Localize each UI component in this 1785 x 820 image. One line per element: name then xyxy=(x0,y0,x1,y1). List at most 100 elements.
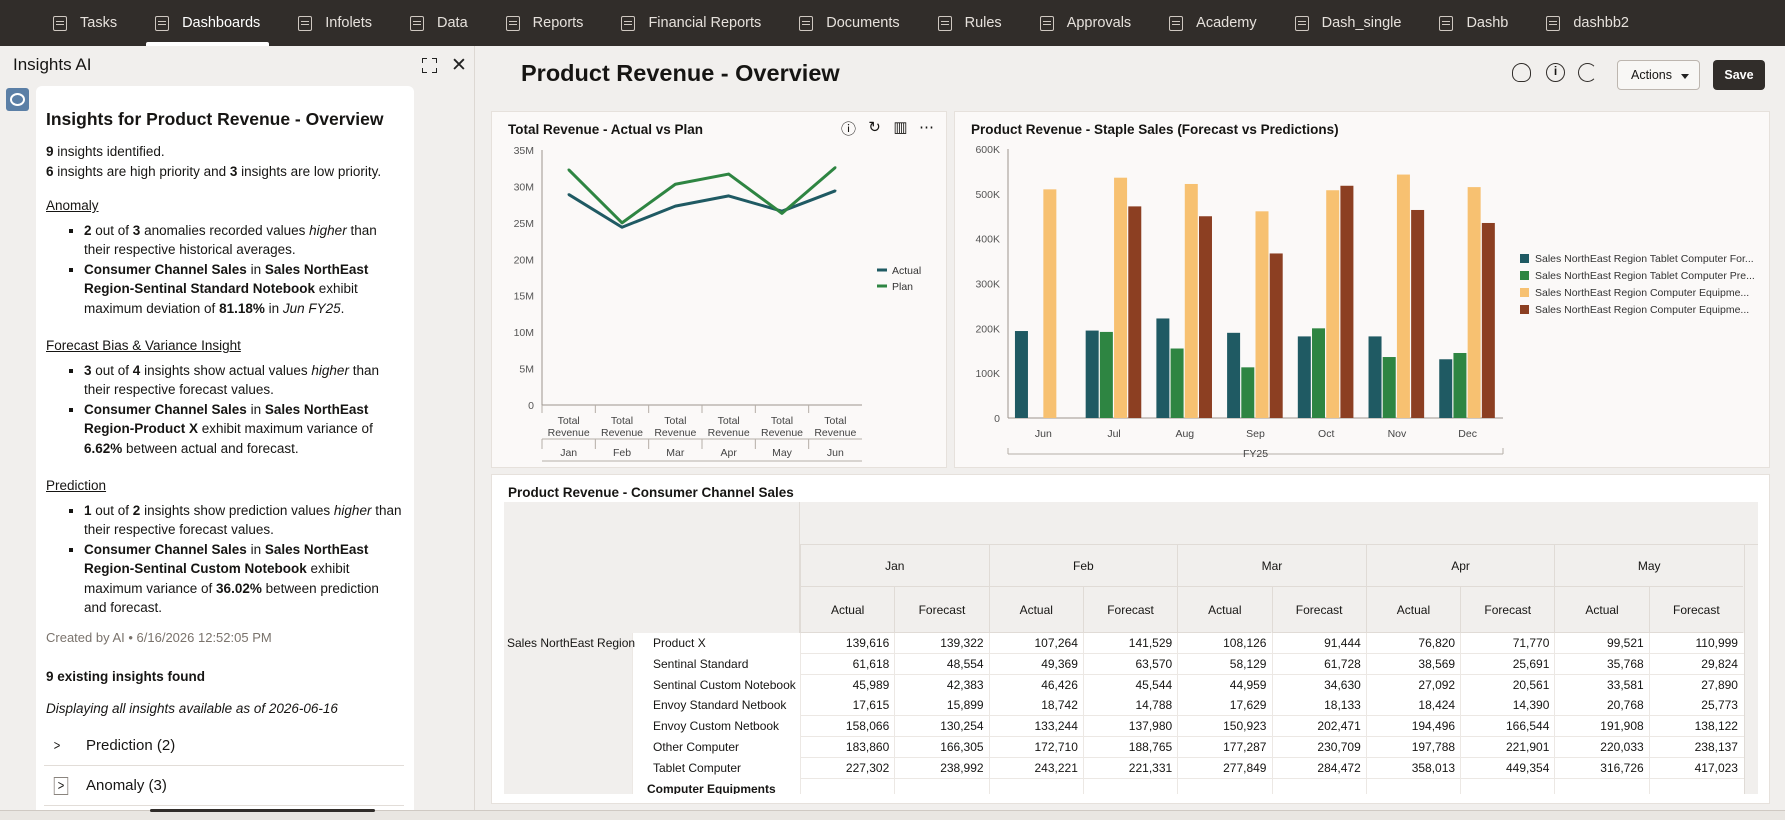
table-cell[interactable]: 91,444 xyxy=(1271,633,1366,654)
table-cell[interactable]: 188,765 xyxy=(1082,737,1177,758)
nav-item-approvals[interactable]: Approvals xyxy=(1021,0,1150,46)
info-icon[interactable]: i xyxy=(1546,63,1565,82)
table-cell[interactable]: 130,254 xyxy=(894,716,988,738)
table-cell[interactable]: 183,860 xyxy=(800,737,894,758)
table-cell[interactable]: 172,710 xyxy=(988,737,1083,758)
table-cell[interactable]: 139,616 xyxy=(800,633,894,654)
table-cell[interactable]: 20,768 xyxy=(1554,695,1648,717)
table-cell[interactable]: 110,999 xyxy=(1648,633,1743,654)
table-cell[interactable]: 61,618 xyxy=(800,653,894,675)
table-cell[interactable]: 14,788 xyxy=(1082,695,1177,717)
table-cell[interactable]: 17,629 xyxy=(1177,695,1271,717)
table-cell[interactable]: 45,989 xyxy=(800,674,894,696)
table-cell[interactable]: 417,023 xyxy=(1648,757,1743,779)
table-cell[interactable]: 277,849 xyxy=(1177,757,1271,779)
table-cell[interactable]: 139,322 xyxy=(894,633,988,654)
refresh-icon[interactable]: ↻ xyxy=(868,119,881,136)
table-cell[interactable]: 141,529 xyxy=(1082,633,1177,654)
horizontal-scrollbar[interactable] xyxy=(0,809,1785,820)
table-cell[interactable]: 238,137 xyxy=(1648,737,1743,758)
actions-dropdown-button[interactable]: Actions xyxy=(1617,60,1700,90)
table-cell[interactable] xyxy=(1460,778,1554,794)
table-cell[interactable] xyxy=(800,778,894,794)
table-cell[interactable]: 48,554 xyxy=(894,653,988,675)
table-cell[interactable]: 46,426 xyxy=(988,674,1083,696)
anomaly-section-title[interactable]: Anomaly xyxy=(46,198,99,213)
more-options-icon[interactable]: ⋯ xyxy=(919,119,934,136)
table-cell[interactable]: 71,770 xyxy=(1460,633,1554,654)
expand-icon[interactable] xyxy=(422,58,437,73)
table-cell[interactable]: 61,728 xyxy=(1271,653,1366,675)
table-cell[interactable]: 133,244 xyxy=(988,716,1083,738)
table-cell[interactable] xyxy=(1271,778,1366,794)
forecast-section-title[interactable]: Forecast Bias & Variance Insight xyxy=(46,338,241,353)
table-cell[interactable]: 220,033 xyxy=(1554,737,1648,758)
table-cell[interactable]: 38,569 xyxy=(1365,653,1460,675)
table-cell[interactable]: 243,221 xyxy=(988,757,1083,779)
table-cell[interactable]: 76,820 xyxy=(1365,633,1460,654)
table-cell[interactable] xyxy=(1648,778,1743,794)
table-cell[interactable]: 99,521 xyxy=(1554,633,1648,654)
table-cell[interactable]: 166,305 xyxy=(894,737,988,758)
table-cell[interactable]: 63,570 xyxy=(1082,653,1177,675)
table-cell[interactable]: 107,264 xyxy=(988,633,1083,654)
save-button[interactable]: Save xyxy=(1713,60,1765,90)
table-cell[interactable]: 221,331 xyxy=(1082,757,1177,779)
nav-item-financial-reports[interactable]: Financial Reports xyxy=(602,0,780,46)
nav-item-academy[interactable]: Academy xyxy=(1150,0,1275,46)
table-cell[interactable]: 202,471 xyxy=(1271,716,1366,738)
table-cell[interactable]: 25,691 xyxy=(1460,653,1554,675)
nav-item-dash-single[interactable]: Dash_single xyxy=(1276,0,1421,46)
table-cell[interactable]: 316,726 xyxy=(1554,757,1648,779)
table-cell[interactable] xyxy=(1365,778,1460,794)
table-cell[interactable]: 58,129 xyxy=(1177,653,1271,675)
table-cell[interactable]: 44,959 xyxy=(1177,674,1271,696)
info-icon[interactable]: ⓘ xyxy=(840,121,856,138)
table-cell[interactable] xyxy=(1082,778,1177,794)
prediction-section-title[interactable]: Prediction xyxy=(46,478,107,493)
table-cell[interactable]: 15,899 xyxy=(894,695,988,717)
table-cell[interactable] xyxy=(1177,778,1271,794)
table-cell[interactable]: 284,472 xyxy=(1271,757,1366,779)
nav-item-dashboards[interactable]: Dashboards xyxy=(136,0,279,46)
table-cell[interactable]: 194,496 xyxy=(1365,716,1460,738)
table-cell[interactable]: 33,581 xyxy=(1554,674,1648,696)
table-cell[interactable] xyxy=(894,778,988,794)
refresh-icon[interactable] xyxy=(1578,63,1597,82)
accordion-prediction[interactable]: > Prediction (2) xyxy=(44,726,404,766)
table-cell[interactable]: 358,013 xyxy=(1365,757,1460,779)
vertical-scrollbar[interactable] xyxy=(1744,545,1758,794)
table-cell[interactable]: 177,287 xyxy=(1177,737,1271,758)
nav-item-dashbb2[interactable]: dashbb2 xyxy=(1527,0,1648,46)
table-cell[interactable]: 25,773 xyxy=(1648,695,1743,717)
table-cell[interactable]: 17,615 xyxy=(800,695,894,717)
nav-item-reports[interactable]: Reports xyxy=(487,0,603,46)
table-cell[interactable]: 137,980 xyxy=(1082,716,1177,738)
table-cell[interactable]: 230,709 xyxy=(1271,737,1366,758)
nav-item-documents[interactable]: Documents xyxy=(780,0,918,46)
table-cell[interactable]: 108,126 xyxy=(1177,633,1271,654)
table-cell[interactable]: 166,544 xyxy=(1460,716,1554,738)
chart-type-icon[interactable]: ▥ xyxy=(893,119,908,136)
accordion-anomaly[interactable]: > Anomaly (3) xyxy=(44,766,404,806)
table-cell[interactable]: 27,890 xyxy=(1648,674,1743,696)
nav-item-tasks[interactable]: Tasks xyxy=(34,0,136,46)
table-cell[interactable] xyxy=(1554,778,1648,794)
table-cell[interactable]: 35,768 xyxy=(1554,653,1648,675)
table-cell[interactable]: 138,122 xyxy=(1648,716,1743,738)
table-cell[interactable]: 191,908 xyxy=(1554,716,1648,738)
table-cell[interactable]: 34,630 xyxy=(1271,674,1366,696)
table-cell[interactable]: 449,354 xyxy=(1460,757,1554,779)
table-cell[interactable]: 150,923 xyxy=(1177,716,1271,738)
table-cell[interactable]: 29,824 xyxy=(1648,653,1743,675)
table-cell[interactable]: 49,369 xyxy=(988,653,1083,675)
table-cell[interactable]: 227,302 xyxy=(800,757,894,779)
table-cell[interactable]: 238,992 xyxy=(894,757,988,779)
table-cell[interactable]: 42,383 xyxy=(894,674,988,696)
table-cell[interactable]: 221,901 xyxy=(1460,737,1554,758)
table-cell[interactable] xyxy=(988,778,1083,794)
table-cell[interactable]: 197,788 xyxy=(1365,737,1460,758)
table-cell[interactable]: 18,424 xyxy=(1365,695,1460,717)
nav-item-infolets[interactable]: Infolets xyxy=(279,0,391,46)
ai-assistant-icon[interactable] xyxy=(1512,63,1531,82)
